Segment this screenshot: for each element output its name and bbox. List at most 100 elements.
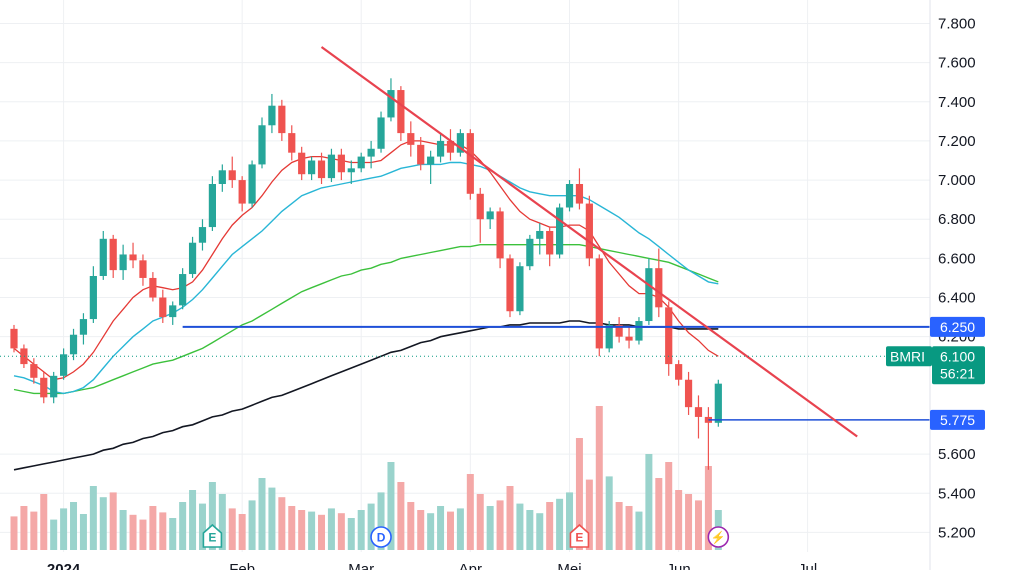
y-tick-label: 5.600 <box>938 446 976 463</box>
volume-bar <box>169 518 177 550</box>
candle-body <box>119 254 127 271</box>
volume-bar <box>327 508 335 550</box>
volume-bar <box>655 478 663 550</box>
volume-bar <box>585 479 593 550</box>
candle-body <box>317 160 326 179</box>
x-tick-label: Apr <box>459 561 482 570</box>
moving-averages <box>13 140 719 471</box>
volume-bar <box>675 490 683 550</box>
volume-bar <box>367 503 375 550</box>
candle-body <box>129 254 137 261</box>
candle-body <box>417 144 425 165</box>
candle-body <box>50 375 58 398</box>
volume-bar <box>556 498 564 550</box>
volume-bar <box>288 506 296 550</box>
candle-body <box>188 242 197 275</box>
volume-bar <box>60 508 68 550</box>
volume-bar <box>179 502 187 550</box>
candle-body <box>159 297 167 318</box>
candle-body <box>298 152 306 175</box>
volume-bar <box>337 513 345 550</box>
y-tick-label: 7.200 <box>938 133 976 150</box>
volume-bar <box>546 502 554 550</box>
candle-body <box>327 154 336 179</box>
volume-bar <box>70 502 78 550</box>
candle-body <box>308 160 316 175</box>
volume-bar <box>615 502 623 550</box>
volume-bar <box>387 462 395 550</box>
volume-bar <box>685 494 693 550</box>
low-level-value: 5.775 <box>940 412 975 428</box>
candle-body <box>536 230 544 239</box>
candle-body <box>99 238 107 276</box>
volume-bar <box>704 466 712 550</box>
volume-bar <box>536 513 544 550</box>
volume-bar <box>258 478 266 550</box>
candle-body <box>238 180 246 204</box>
candle-body <box>407 133 415 145</box>
volume-bar <box>456 508 464 550</box>
y-tick-label: 5.400 <box>938 485 976 502</box>
volume-bar <box>625 506 633 550</box>
candle-body <box>69 334 78 355</box>
candle-body <box>595 258 603 349</box>
x-tick-label: 2024 <box>47 561 81 570</box>
candle-body <box>169 305 177 318</box>
volume-bar <box>427 513 435 550</box>
price-axis[interactable]: 7.800 7.600 7.400 7.200 7.000 6.800 6.600 6.400… <box>929 0 976 570</box>
volume-bar <box>645 454 653 550</box>
candle-body <box>367 148 375 157</box>
candle-body <box>605 324 613 349</box>
candle-body <box>575 184 584 204</box>
candle-body <box>476 193 484 220</box>
candle-body <box>337 154 345 173</box>
support-level-value: 6.250 <box>940 319 975 335</box>
event-markers[interactable]: E D E ⚡ <box>202 523 730 548</box>
candle-body <box>347 168 355 173</box>
candle-body <box>30 364 38 378</box>
symbol-tag <box>886 346 932 367</box>
candle-body <box>556 207 564 255</box>
support-level-tag <box>930 316 985 337</box>
candle-body <box>565 184 574 208</box>
candle-body <box>675 364 683 380</box>
volume-bar <box>347 518 355 550</box>
volume-bar <box>506 486 514 550</box>
volume-bar <box>119 510 127 550</box>
candle-body <box>456 133 464 153</box>
volume-bar <box>218 494 226 550</box>
volume-bar <box>89 486 97 550</box>
x-tick-label: Mei <box>557 561 581 570</box>
candle-body <box>625 336 633 341</box>
volume-bar <box>79 514 87 550</box>
candle-body <box>20 348 28 365</box>
volume-bar <box>605 476 613 550</box>
volume-bar <box>30 511 38 550</box>
volume-bar <box>566 492 574 550</box>
candle-body <box>397 90 405 134</box>
volume-bar <box>357 510 365 550</box>
volume-bar <box>496 500 504 550</box>
candle-body <box>615 324 623 337</box>
volume-bar <box>149 506 157 550</box>
event-label: ⚡ <box>711 531 726 545</box>
y-tick-label: 7.600 <box>938 55 976 72</box>
volume-bar <box>417 510 425 550</box>
candle-body <box>60 354 68 376</box>
volume-bar <box>397 482 405 550</box>
candle-body <box>10 328 18 349</box>
y-tick-label: 7.000 <box>938 172 976 189</box>
volume-bar <box>198 503 206 550</box>
last-price-value: 6.100 <box>940 348 975 364</box>
candle-body <box>179 274 187 306</box>
volume-bar <box>665 462 673 550</box>
candles <box>10 78 722 470</box>
time-axis[interactable]: 2024 Feb Mar Apr Mei Jun Jul <box>47 561 817 570</box>
volume-bar <box>575 438 583 550</box>
volume-bar <box>516 503 524 550</box>
candle-body <box>446 140 455 153</box>
candle-body <box>109 238 117 271</box>
drawings[interactable] <box>0 46 930 438</box>
symbol-label: BMRI <box>890 348 925 364</box>
